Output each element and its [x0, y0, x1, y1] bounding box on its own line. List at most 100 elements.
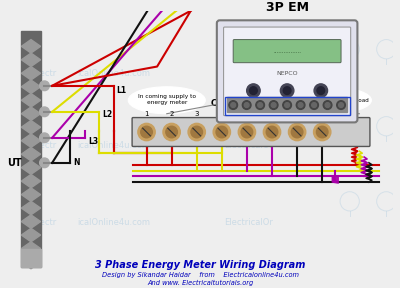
Text: icalOnline4u.com: icalOnline4u.com — [77, 141, 150, 150]
Text: And www. Electricaltutorials.org: And www. Electricaltutorials.org — [147, 280, 254, 286]
Text: NEPCO: NEPCO — [276, 71, 298, 76]
Text: 4: 4 — [220, 111, 224, 117]
Text: 3P EM: 3P EM — [266, 1, 309, 14]
Ellipse shape — [128, 87, 205, 114]
Polygon shape — [21, 201, 41, 215]
Text: 6: 6 — [270, 111, 274, 117]
Bar — [228, 97, 347, 112]
Text: 5: 5 — [245, 111, 249, 117]
Circle shape — [314, 123, 331, 141]
Circle shape — [242, 101, 251, 109]
Circle shape — [285, 103, 290, 107]
Text: ElectricalOr: ElectricalOr — [224, 69, 274, 78]
Text: ElectricalOr: ElectricalOr — [224, 218, 274, 228]
Circle shape — [229, 101, 238, 109]
Polygon shape — [21, 134, 41, 147]
Circle shape — [337, 101, 345, 109]
Text: Electr: Electr — [32, 141, 56, 150]
Text: UT: UT — [7, 158, 22, 168]
Circle shape — [298, 103, 303, 107]
Text: 1: 1 — [144, 111, 149, 117]
FancyBboxPatch shape — [233, 39, 341, 63]
Circle shape — [283, 101, 292, 109]
Polygon shape — [21, 188, 41, 201]
Circle shape — [269, 101, 278, 109]
Circle shape — [40, 107, 49, 117]
Polygon shape — [21, 67, 41, 80]
Circle shape — [241, 126, 253, 138]
Circle shape — [266, 126, 278, 138]
Polygon shape — [21, 107, 41, 120]
Circle shape — [40, 133, 49, 143]
FancyBboxPatch shape — [217, 20, 358, 122]
Circle shape — [40, 81, 49, 91]
Circle shape — [314, 84, 328, 97]
Text: Electr: Electr — [32, 218, 56, 228]
Circle shape — [250, 87, 257, 94]
Circle shape — [296, 101, 305, 109]
Polygon shape — [21, 255, 41, 269]
Circle shape — [40, 158, 49, 168]
Circle shape — [280, 84, 294, 97]
Circle shape — [247, 84, 260, 97]
Text: ElectricalOr: ElectricalOr — [224, 141, 274, 150]
Polygon shape — [21, 94, 41, 107]
Text: In coming supply to
energy meter: In coming supply to energy meter — [138, 94, 196, 105]
Circle shape — [191, 126, 202, 138]
Circle shape — [256, 101, 264, 109]
Text: icalOnline4u.com: icalOnline4u.com — [77, 218, 150, 228]
Circle shape — [283, 87, 291, 94]
Text: Electr: Electr — [32, 69, 56, 78]
Circle shape — [312, 103, 316, 107]
Polygon shape — [21, 53, 41, 67]
Circle shape — [325, 103, 330, 107]
Circle shape — [231, 103, 236, 107]
Text: 2: 2 — [170, 111, 174, 117]
Text: N: N — [73, 158, 80, 167]
Text: Design by Sikandar Haidar    from    Electricalonline4u.com: Design by Sikandar Haidar from Electrica… — [102, 272, 299, 278]
Text: 8: 8 — [320, 111, 324, 117]
Circle shape — [323, 101, 332, 109]
Circle shape — [138, 123, 155, 141]
Text: icalOnline4u.com: icalOnline4u.com — [77, 69, 150, 78]
Text: Out going supply to load: Out going supply to load — [301, 98, 369, 103]
Polygon shape — [21, 242, 41, 255]
Polygon shape — [21, 147, 41, 161]
Circle shape — [141, 126, 152, 138]
Circle shape — [213, 123, 230, 141]
Circle shape — [188, 123, 205, 141]
Circle shape — [317, 87, 325, 94]
Polygon shape — [21, 120, 41, 134]
Circle shape — [288, 123, 306, 141]
Text: Conection Points: Conection Points — [211, 99, 291, 108]
Polygon shape — [21, 39, 41, 53]
Circle shape — [244, 103, 249, 107]
Circle shape — [238, 123, 256, 141]
Text: 7: 7 — [295, 111, 299, 117]
Text: L2: L2 — [102, 110, 112, 119]
Circle shape — [310, 101, 318, 109]
Circle shape — [263, 123, 281, 141]
Polygon shape — [21, 161, 41, 174]
Polygon shape — [21, 228, 41, 242]
Circle shape — [271, 103, 276, 107]
Circle shape — [166, 126, 178, 138]
Bar — [21, 31, 41, 267]
Polygon shape — [21, 80, 41, 94]
FancyBboxPatch shape — [224, 27, 351, 116]
Circle shape — [316, 126, 328, 138]
Circle shape — [216, 126, 228, 138]
Text: ................: ................ — [273, 49, 301, 54]
Ellipse shape — [299, 88, 371, 113]
Polygon shape — [21, 174, 41, 188]
Bar — [21, 249, 41, 267]
FancyBboxPatch shape — [132, 118, 370, 147]
Circle shape — [339, 103, 344, 107]
Circle shape — [163, 123, 180, 141]
Circle shape — [258, 103, 262, 107]
Polygon shape — [21, 215, 41, 228]
Text: 3 Phase Energy Meter Wiring Diagram: 3 Phase Energy Meter Wiring Diagram — [95, 260, 306, 270]
Text: 3: 3 — [194, 111, 199, 117]
Circle shape — [291, 126, 303, 138]
Text: L1: L1 — [117, 86, 127, 95]
